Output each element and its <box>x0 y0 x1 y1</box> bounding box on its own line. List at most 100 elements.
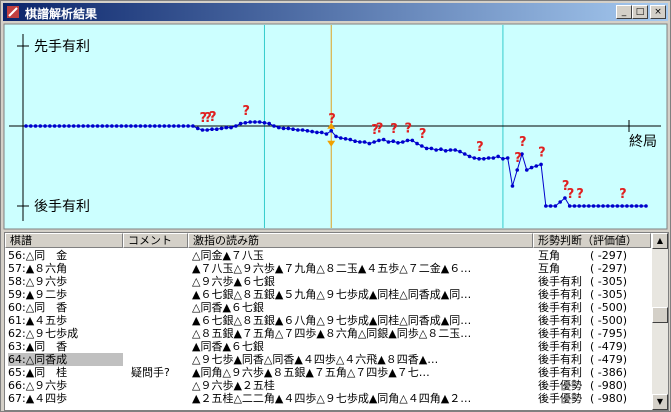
column-header[interactable]: 棋譜 <box>5 233 123 248</box>
eval-point <box>191 124 195 128</box>
question-mark: ? <box>405 121 413 136</box>
scrollbar[interactable]: ▲ ▼ <box>652 233 668 410</box>
list-cell: 後手有利 <box>538 340 582 353</box>
eval-point <box>486 156 491 160</box>
eval-point <box>229 125 233 130</box>
eval-point <box>391 139 396 143</box>
list-cell: 60:△同 香 <box>8 301 68 314</box>
eval-point <box>172 124 176 128</box>
close-button[interactable]: × <box>650 5 666 19</box>
eval-point <box>606 204 610 208</box>
eval-point <box>167 124 171 128</box>
list-cell: 後手有利 <box>538 288 582 301</box>
eval-point <box>467 154 472 159</box>
list-row[interactable]: 58:△９六歩 △９六歩▲６七銀 後手有利 ( -305) <box>5 275 651 288</box>
list-cell: 67:▲４四歩 <box>8 392 68 405</box>
eval-point <box>429 146 434 151</box>
scroll-up[interactable]: ▲ <box>652 233 668 249</box>
question-mark: ? <box>204 111 212 126</box>
question-mark: ? <box>376 121 384 136</box>
eval-point <box>291 127 295 131</box>
eval-point <box>186 124 190 128</box>
eval-point <box>157 124 162 128</box>
eval-point <box>439 147 443 151</box>
scroll-thumb[interactable] <box>652 307 668 323</box>
eval-point <box>424 146 429 151</box>
eval-point <box>195 126 200 131</box>
eval-point <box>181 124 186 128</box>
eval-point <box>62 124 66 128</box>
eval-point <box>57 124 62 128</box>
question-mark: ? <box>562 179 570 194</box>
eval-point <box>138 124 143 128</box>
list-row[interactable]: 65:▲同 桂 疑問手? ▲同角△９六歩▲８五銀▲７五角△７四歩▲７七… 後手有利 ( … <box>5 366 651 379</box>
list-row[interactable]: 63:▲同 香 ▲同香▲６七銀 後手有利 ( -479) <box>5 340 651 353</box>
eval-point <box>405 138 410 143</box>
question-mark: ? <box>519 135 527 150</box>
list-row[interactable]: 62:△９七歩成 △８五銀▲７五角△７四歩▲８六角△同銀▲同歩△８二玉… 後手有利 (… <box>5 327 651 340</box>
list-row[interactable]: 67:▲４四歩 ▲２五桂△二二角▲４四歩△９七歩成▲同角△４四角▲２… 後手優勢 ( … <box>5 392 651 405</box>
eval-point <box>415 141 419 146</box>
eval-point <box>119 124 124 128</box>
list-cell: ▲６七銀△８五銀▲６八角△９七歩成▲同桂△同香成▲同… <box>192 314 472 327</box>
list-row[interactable]: 59:▲９二歩 ▲６七銀△８五銀▲５九角△９七歩成▲同桂△同香成▲同… 後手有利 ( … <box>5 288 651 301</box>
eval-point <box>129 124 133 128</box>
eval-point <box>458 149 462 154</box>
eval-point <box>434 148 438 152</box>
eval-point <box>319 130 324 135</box>
list-cell: ( -500) <box>590 301 628 314</box>
eval-point <box>420 144 424 148</box>
eval-point <box>515 168 520 172</box>
eval-point <box>324 132 329 136</box>
list-cell: ( -479) <box>590 340 628 353</box>
scroll-down[interactable]: ▼ <box>652 394 668 410</box>
list-cell: △８五銀▲７五角△７四歩▲８六角△同銀▲同歩△８二玉… <box>192 327 472 340</box>
list-row[interactable]: 61:▲４五歩 ▲６七銀△８五銀▲６八角△９七歩成▲同桂△同香成▲同… 後手有利 ( … <box>5 314 651 327</box>
eval-point <box>124 124 128 128</box>
eval-point <box>276 125 281 130</box>
maximize-button[interactable]: □ <box>632 5 648 19</box>
eval-point <box>396 141 400 145</box>
list-cell: ▲６七銀△８五銀▲５九角△９七歩成▲同桂△同香成▲同… <box>192 288 472 301</box>
list-cell: 63:▲同 香 <box>8 340 68 353</box>
eval-point <box>410 138 415 143</box>
eval-point <box>205 128 210 132</box>
list-cell: 66:△９六歩 <box>8 379 68 392</box>
eval-point <box>114 124 119 128</box>
eval-point <box>472 156 477 160</box>
eval-point <box>520 152 524 156</box>
x-end-label: 終局 <box>629 134 657 150</box>
eval-point <box>491 156 496 160</box>
list-cell: △９六歩▲２五桂 <box>192 379 275 392</box>
list-row[interactable]: 64:△同香成 △９七歩▲同香△同香▲４四歩△４六飛▲８四香▲… 後手有利 ( -47… <box>5 353 651 366</box>
eval-point <box>296 128 300 132</box>
eval-point <box>210 127 214 131</box>
eval-point <box>400 140 405 144</box>
eval-point <box>448 148 453 152</box>
list-cell: 後手有利 <box>538 301 582 314</box>
eval-point <box>110 124 114 128</box>
list-cell: ▲同香▲６七銀 <box>192 340 264 353</box>
question-mark: ? <box>567 187 575 202</box>
list-cell: ( -500) <box>590 314 628 327</box>
list-row[interactable]: 66:△９六歩 △９六歩▲２五桂 後手優勢 ( -980) <box>5 379 651 392</box>
list-row[interactable]: 57:▲８六角 ▲７八玉△９六歩▲７九角△８二玉▲４五歩△７二金▲６… 互角 ( -2… <box>5 262 651 275</box>
list-cell: 58:△９六歩 <box>8 275 68 288</box>
eval-point <box>214 127 219 131</box>
list-row[interactable]: 60:△同 香 △同香▲６七銀 後手有利 ( -500) <box>5 301 651 314</box>
list-row[interactable]: 56:△同 金 △同金▲７八玉 互角 ( -297) <box>5 249 651 262</box>
list-cell: 57:▲８六角 <box>8 262 68 275</box>
eval-point <box>386 140 391 144</box>
list-cell: 62:△９七歩成 <box>8 327 79 340</box>
eval-point <box>596 204 601 208</box>
question-mark: ? <box>390 122 398 137</box>
column-header[interactable]: 激指の読み筋 <box>188 233 533 248</box>
eval-point <box>462 152 467 156</box>
list-cell: △９七歩▲同香△同香▲４四歩△４六飛▲８四香▲… <box>192 353 439 366</box>
column-header[interactable]: 形勢判断（評価値） <box>533 233 651 248</box>
question-mark: ? <box>576 187 584 202</box>
eval-point <box>267 121 272 126</box>
minimize-button[interactable]: _ <box>616 5 632 19</box>
column-header[interactable]: コメント <box>123 233 188 248</box>
